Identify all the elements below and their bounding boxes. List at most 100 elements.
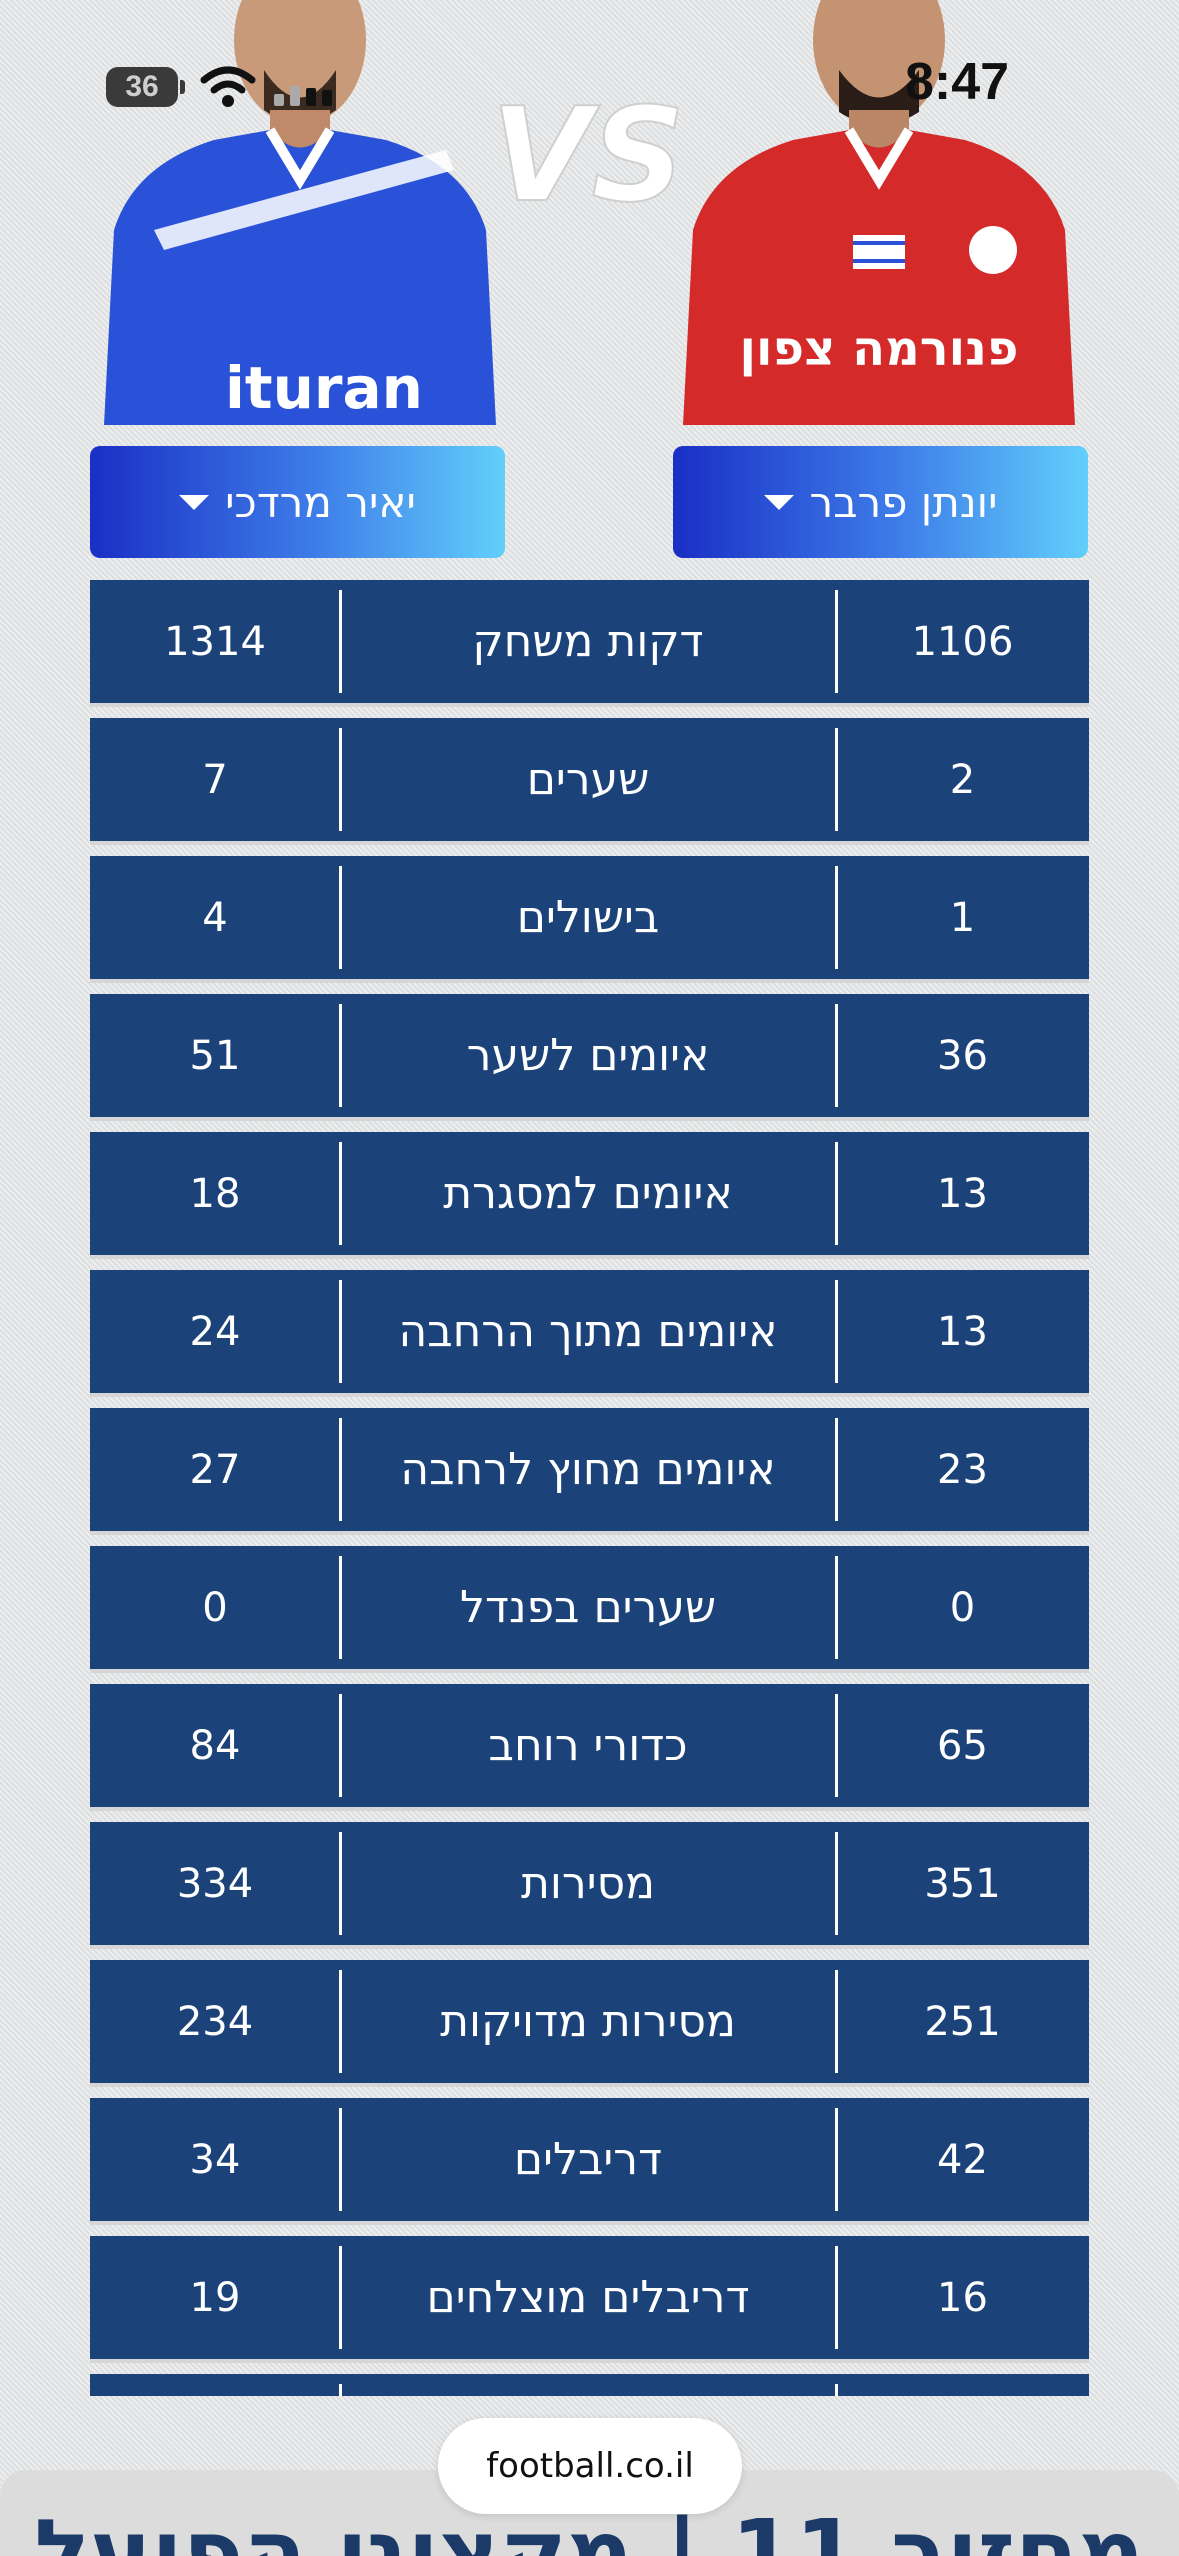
stat-right-value: 0 [949, 1584, 976, 1631]
stat-row: 234 מסירות מדויקות 251 [90, 1960, 1089, 2087]
stat-row: 0 שערים בפנדל 0 [90, 1546, 1089, 1673]
status-bar: 36 8:47 [0, 0, 1179, 175]
player-left-name: יאיר מרדכי [225, 477, 416, 527]
column-divider [835, 1418, 838, 1521]
stat-row: 84 כדורי רוחב 65 [90, 1684, 1089, 1811]
stat-left-value: 334 [176, 1860, 254, 1907]
versus-label: VS [498, 88, 678, 218]
player-right-name: יונתן פרבר [809, 477, 998, 527]
stat-label: איומים מתוך הרחבה [398, 1306, 778, 1357]
cellular-signal-icon [274, 86, 332, 106]
column-divider [835, 728, 838, 831]
stat-right-value: 36 [937, 1032, 988, 1079]
column-divider [835, 1142, 838, 1245]
stat-left-value: 4 [202, 894, 228, 941]
player-left-photo: ituran [94, 0, 506, 425]
stat-left-value: 24 [189, 1308, 241, 1355]
column-divider [339, 1418, 342, 1521]
stat-right-value: 351 [924, 1860, 1001, 1907]
column-divider [835, 1004, 838, 1107]
stat-right-value: 1106 [911, 618, 1014, 665]
player-left-selector[interactable]: יאיר מרדכי [90, 446, 505, 558]
stat-left-value: 51 [189, 1032, 241, 1079]
stat-right-value: 65 [937, 1722, 988, 1769]
stat-label: דריבלים מוצלחים [426, 2272, 750, 2323]
stat-label: כדורי רוחב [488, 1720, 688, 1771]
column-divider [339, 2384, 342, 2396]
column-divider [835, 1556, 838, 1659]
column-divider [339, 866, 342, 969]
stat-left-value: 1314 [164, 618, 266, 665]
stat-right-value [836, 2374, 1089, 2396]
battery-level: 36 [125, 70, 159, 103]
stat-label: דריבלים [513, 2134, 663, 2185]
stat-row: 18 איומים למסגרת 13 [90, 1132, 1089, 1259]
column-divider [339, 590, 342, 693]
column-divider [835, 1694, 838, 1797]
stat-right-value: 13 [937, 1170, 988, 1217]
stat-left-value: 234 [176, 1998, 254, 2045]
stat-left-value: 34 [189, 2136, 241, 2183]
stat-row: 24 איומים מתוך הרחבה 13 [90, 1270, 1089, 1397]
stat-right-value: 1 [949, 894, 976, 941]
column-divider [339, 1280, 342, 1383]
shirt-sponsor-left: ituran [225, 354, 423, 422]
stat-row: 27 איומים מחוץ לרחבה 23 [90, 1408, 1089, 1535]
stat-right-value: 13 [937, 1308, 988, 1355]
column-divider [339, 1832, 342, 1935]
stat-label: מסירות [520, 1858, 656, 1909]
stat-right-value: 42 [937, 2136, 988, 2183]
column-divider [835, 1280, 838, 1383]
stat-row: 51 איומים לשער 36 [90, 994, 1089, 1121]
stat-right-value: 251 [924, 1998, 1001, 2045]
stat-label: דקות משחק [472, 616, 704, 667]
chevron-down-icon [179, 494, 210, 510]
status-time: 8:47 [905, 53, 1010, 111]
stat-label [340, 2374, 836, 2396]
column-divider [835, 2384, 838, 2396]
column-divider [339, 1142, 342, 1245]
column-divider [835, 590, 838, 693]
stat-row: 1314 דקות משחק 1106 [90, 580, 1089, 707]
column-divider [339, 2246, 342, 2349]
stat-label: בישולים [516, 892, 660, 943]
stat-row: 4 בישולים 1 [90, 856, 1089, 983]
stat-row: 7 שערים 2 [90, 718, 1089, 845]
stat-left-value: 0 [202, 1584, 228, 1631]
stat-label: שערים [526, 754, 650, 805]
stat-label: איומים למסגרת [443, 1168, 733, 1219]
column-divider [835, 866, 838, 969]
stat-left-value: 7 [202, 756, 228, 803]
stat-right-value: 23 [937, 1446, 988, 1493]
stats-comparison-table[interactable]: 1314 דקות משחק 1106 7 שערים 2 4 בישולים 1 51 איומי… [90, 580, 1089, 2396]
stat-left-value: 19 [189, 2274, 241, 2321]
stat-left-value: 84 [189, 1722, 241, 1769]
column-divider [835, 1832, 838, 1935]
column-divider [339, 728, 342, 831]
battery-icon: 36 [106, 67, 185, 107]
stat-right-value: 2 [949, 756, 976, 803]
stat-row [90, 2374, 1089, 2396]
source-url-pill[interactable]: football.co.il [438, 2418, 742, 2514]
stat-right-value: 16 [937, 2274, 988, 2321]
column-divider [339, 1004, 342, 1107]
chevron-down-icon [763, 494, 794, 510]
column-divider [339, 1556, 342, 1659]
stat-label: איומים מחוץ לרחבה [400, 1444, 776, 1495]
stat-label: איומים לשער [466, 1030, 710, 1081]
wifi-icon [200, 66, 256, 107]
stat-label: מסירות מדויקות [440, 1996, 736, 2047]
stat-left-value: 27 [189, 1446, 241, 1493]
player-right-selector[interactable]: יונתן פרבר [673, 446, 1088, 558]
stat-label: שערים בפנדל [459, 1582, 717, 1633]
column-divider [835, 2108, 838, 2211]
stat-left-value [90, 2374, 340, 2396]
stat-row: 334 מסירות 351 [90, 1822, 1089, 1949]
stat-left-value: 18 [189, 1170, 241, 1217]
column-divider [835, 1970, 838, 2073]
stat-row: 34 דריבלים 42 [90, 2098, 1089, 2225]
stat-row: 19 דריבלים מוצלחים 16 [90, 2236, 1089, 2363]
versus-logo: VS [498, 88, 678, 218]
column-divider [835, 2246, 838, 2349]
column-divider [339, 1970, 342, 2073]
